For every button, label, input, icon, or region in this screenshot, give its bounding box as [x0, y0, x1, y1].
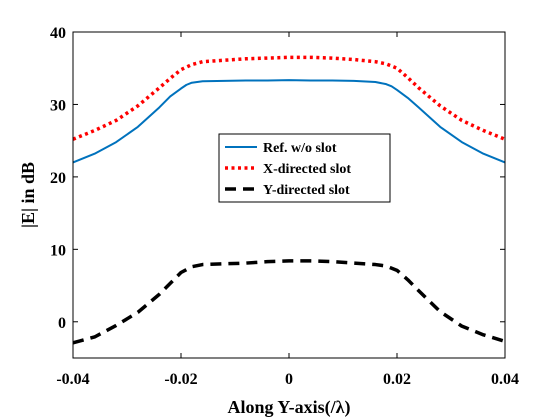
x-tick-label-0: -0.04 [56, 371, 89, 388]
ticks-layer: -0.04 -0.02 0 0.02 0.04 0 10 20 30 40 [50, 25, 519, 388]
y-tick-label-3: 30 [50, 97, 66, 114]
y-tick-label-4: 40 [50, 25, 66, 42]
x-tick-label-3: 0.02 [383, 371, 411, 388]
y-tick-label-1: 10 [50, 242, 66, 259]
y-axis-label: |E| in dB [18, 162, 38, 228]
legend-label-ref: Ref. w/o slot [263, 141, 337, 156]
series-line-0 [72, 79, 506, 164]
series-line-2 [72, 259, 506, 345]
y-tick-label-0: 0 [58, 315, 66, 332]
series-layer [72, 55, 506, 345]
legend-label-y-slot: Y-directed slot [263, 183, 350, 198]
x-tick-label-1: -0.02 [164, 371, 197, 388]
legend-label-x-slot: X-directed slot [263, 162, 351, 177]
series-line-1 [72, 55, 506, 141]
legend: Ref. w/o slot X-directed slot Y-directed… [218, 133, 391, 203]
x-axis-label: Along Y-axis(/λ) [227, 397, 350, 418]
y-tick-label-2: 20 [50, 170, 66, 187]
x-tick-label-2: 0 [285, 371, 293, 388]
x-tick-label-4: 0.04 [491, 371, 519, 388]
